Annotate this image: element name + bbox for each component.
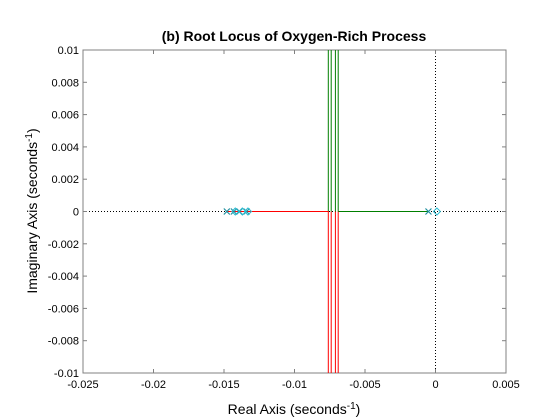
- chart-title: (b) Root Locus of Oxygen-Rich Process: [162, 28, 427, 44]
- locus-branch-6: [226, 211, 329, 373]
- y-axis-label: Imaginary Axis (seconds-1): [24, 128, 40, 293]
- y-tick-label-2: 0.006: [51, 110, 79, 122]
- zero-marker-1: [231, 207, 240, 216]
- x-tick-label-2: -0.015: [208, 379, 239, 391]
- y-tick-label-4: 0.002: [51, 174, 79, 186]
- y-tick-label-0: 0.01: [58, 45, 79, 57]
- y-tick-label-6: -0.002: [48, 239, 79, 251]
- plot-area: [82, 49, 507, 374]
- x-tick-label-0: -0.025: [67, 379, 98, 391]
- y-tick-label-1: 0.008: [51, 77, 79, 89]
- axis-ticks: -0.025 -0.02 -0.015 -0.01 -0.005 0 0.005 0.01 0.…: [48, 45, 520, 391]
- zero-marker-2: [238, 207, 247, 216]
- pole-marker-2: [230, 208, 238, 215]
- y-tick-label-3: 0.004: [51, 142, 79, 154]
- x-tick-label-4: -0.005: [349, 379, 380, 391]
- pole-marker-1: [223, 208, 231, 215]
- x-tick-label-1: -0.02: [141, 379, 166, 391]
- zero-marker-4: [432, 207, 442, 216]
- x-tick-label-5: 0: [432, 379, 438, 391]
- y-tick-label-10: -0.01: [54, 368, 79, 380]
- y-tick-label-8: -0.006: [48, 303, 79, 315]
- x-axis-label: Real Axis (seconds-1): [228, 401, 361, 417]
- x-tick-label-6: 0.005: [492, 379, 520, 391]
- pole-marker-5: [425, 208, 432, 215]
- pole-marker-4: [243, 208, 250, 215]
- y-tick-label-7: -0.004: [48, 271, 79, 283]
- x-tick-label-3: -0.01: [282, 379, 307, 391]
- y-tick-label-5: 0: [73, 207, 79, 219]
- y-tick-label-9: -0.008: [48, 336, 79, 348]
- zero-marker-3: [243, 207, 253, 216]
